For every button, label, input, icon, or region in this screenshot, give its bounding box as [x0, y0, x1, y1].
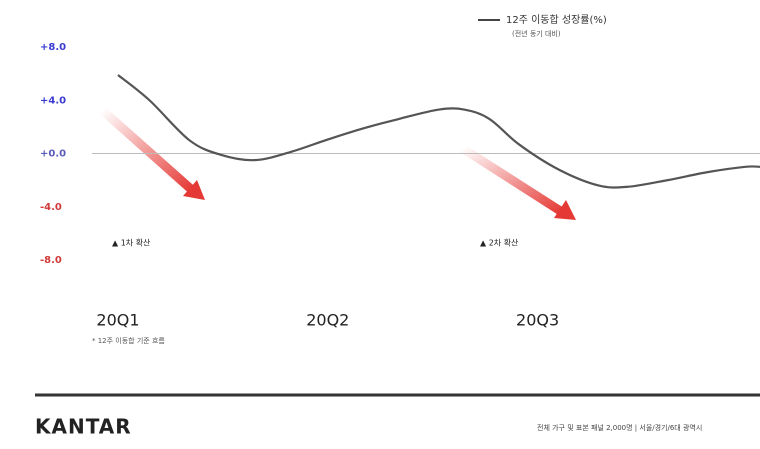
- x-tick-label: 20Q3: [516, 311, 559, 330]
- annotation: ▲ 2차 확산: [480, 238, 519, 248]
- note: * 12주 이동합 기준 흐름: [92, 336, 165, 345]
- y-tick-label: +8.0: [40, 42, 66, 53]
- footer-note: 전체 가구 및 표본 패널 2,000명 | 서울/경기/6대 광역시: [537, 423, 702, 432]
- y-tick-label: -4.0: [40, 202, 62, 213]
- x-tick-label: 20Q2: [306, 311, 349, 330]
- annotation: ▲ 1차 확산: [112, 238, 151, 248]
- line-series: [117, 74, 760, 189]
- y-tick-label: +0.0: [40, 149, 66, 160]
- y-tick-label: -8.0: [40, 255, 62, 266]
- arrow: [459, 144, 576, 220]
- x-tick-label: 20Q1: [96, 311, 139, 330]
- arrow: [99, 106, 205, 200]
- y-tick-label: +4.0: [40, 95, 66, 106]
- legend-label: 12주 이동합 성장률(%): [506, 14, 607, 26]
- legend-subtitle: (전년 동기 대비): [512, 29, 561, 38]
- brand-logo: KANTAR: [35, 415, 132, 439]
